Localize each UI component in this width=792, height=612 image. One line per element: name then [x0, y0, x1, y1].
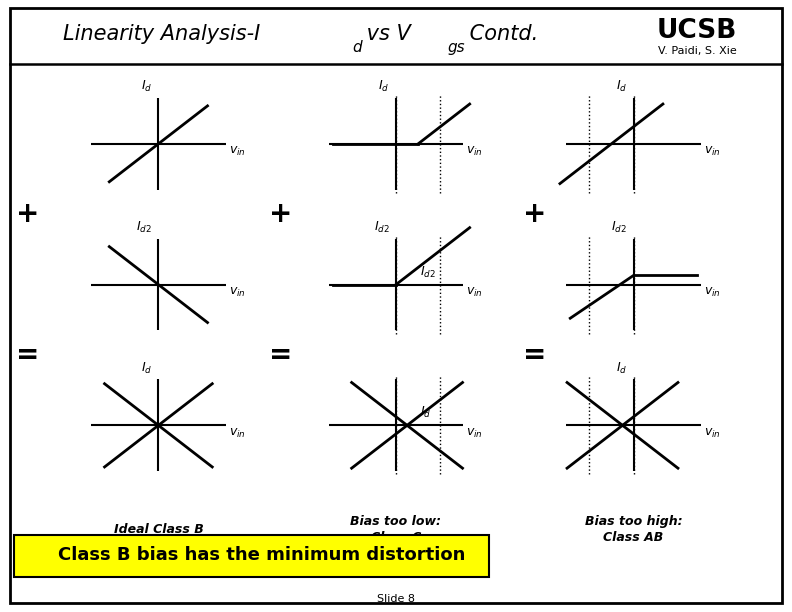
Text: Linearity Analysis-I: Linearity Analysis-I — [63, 24, 261, 43]
Text: $I_d$: $I_d$ — [420, 405, 431, 420]
Text: Bias too low:
Class C: Bias too low: Class C — [351, 515, 441, 544]
Text: $v_{in}$: $v_{in}$ — [704, 145, 721, 159]
Text: $v_{in}$: $v_{in}$ — [229, 427, 246, 440]
Text: +: + — [523, 200, 546, 228]
Text: $v_{in}$: $v_{in}$ — [704, 286, 721, 299]
Text: $I_d$: $I_d$ — [616, 79, 627, 94]
Text: Class B bias has the minimum distortion: Class B bias has the minimum distortion — [58, 546, 465, 564]
Text: V. Paidi, S. Xie: V. Paidi, S. Xie — [657, 47, 737, 56]
Text: Ideal Class B: Ideal Class B — [113, 523, 204, 536]
Text: $v_{in}$: $v_{in}$ — [466, 427, 483, 440]
Text: $v_{in}$: $v_{in}$ — [229, 145, 246, 159]
Text: Slide 8: Slide 8 — [377, 594, 415, 603]
Text: $v_{in}$: $v_{in}$ — [466, 145, 483, 159]
Text: =: = — [523, 341, 546, 369]
Text: $I_{d2}$: $I_{d2}$ — [136, 220, 152, 235]
Text: Contd.: Contd. — [463, 24, 539, 43]
Text: gs: gs — [447, 40, 465, 54]
Text: $v_{in}$: $v_{in}$ — [466, 286, 483, 299]
Text: =: = — [269, 341, 293, 369]
Text: d: d — [352, 40, 362, 54]
Text: UCSB: UCSB — [657, 18, 737, 43]
Text: $I_{d2}$: $I_{d2}$ — [611, 220, 627, 235]
Text: $I_d$: $I_d$ — [141, 360, 152, 376]
Bar — [14, 535, 489, 577]
Text: $v_{in}$: $v_{in}$ — [704, 427, 721, 440]
Text: $I_d$: $I_d$ — [379, 79, 390, 94]
Text: Bias too high:
Class AB: Bias too high: Class AB — [584, 515, 683, 544]
Text: vs V: vs V — [360, 24, 411, 43]
Text: $I_{d2}$: $I_{d2}$ — [420, 264, 436, 280]
Text: =: = — [16, 341, 40, 369]
Text: $v_{in}$: $v_{in}$ — [229, 286, 246, 299]
Text: +: + — [16, 200, 40, 228]
Text: $I_{d2}$: $I_{d2}$ — [374, 220, 390, 235]
Text: +: + — [269, 200, 293, 228]
Text: $I_d$: $I_d$ — [141, 79, 152, 94]
Text: $I_d$: $I_d$ — [616, 360, 627, 376]
